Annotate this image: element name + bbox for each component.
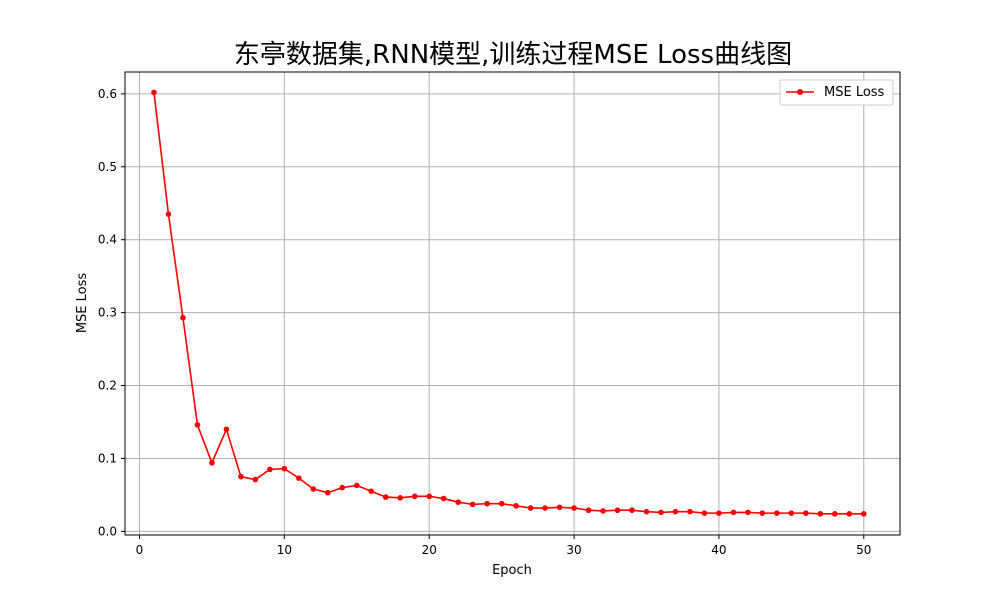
data-point (325, 489, 331, 496)
data-point (440, 495, 447, 502)
data-point (585, 507, 592, 514)
data-point (643, 508, 650, 515)
data-point (527, 505, 534, 511)
data-point (397, 495, 404, 501)
data-point (658, 509, 664, 516)
legend-label: MSE Loss (824, 85, 885, 100)
y-axis-label: MSE Loss (75, 273, 90, 334)
data-point (310, 486, 317, 492)
y-tick-label: 0.2 (98, 379, 117, 393)
ticks-layer: 0 10 20 30 40 50 0.0 0.1 0.2 0.3 0.4 0.5 0.6 (98, 87, 872, 557)
data-point (209, 460, 215, 466)
y-tick-label: 0.1 (98, 451, 117, 465)
data-point (629, 507, 635, 514)
data-point (701, 510, 708, 516)
data-point (513, 503, 519, 509)
data-point (382, 494, 389, 500)
y-tick-label: 0.6 (98, 87, 117, 101)
legend-box (779, 79, 894, 106)
series-layer (151, 89, 867, 517)
data-point (426, 493, 433, 500)
data-point (687, 508, 693, 515)
legend: MSE Loss (779, 79, 894, 106)
data-point (151, 89, 157, 96)
data-point (817, 511, 824, 517)
data-point (803, 510, 809, 516)
data-point (469, 501, 476, 508)
x-tick-label: 30 (566, 543, 581, 557)
data-point (252, 476, 259, 483)
data-point (556, 504, 563, 511)
y-tick-label: 0.5 (98, 160, 117, 174)
y-tick-label: 0.0 (98, 524, 117, 538)
grid-lines (125, 72, 900, 535)
data-point (296, 475, 302, 481)
data-point (672, 508, 679, 515)
data-point (745, 509, 751, 516)
data-point (281, 465, 288, 472)
legend-marker-sample (797, 89, 803, 95)
data-point (455, 499, 461, 505)
data-point (614, 507, 621, 514)
y-tick-label: 0.3 (98, 306, 117, 320)
data-point (353, 482, 360, 489)
data-point (165, 211, 172, 217)
data-point (832, 511, 838, 517)
y-tick-label: 0.4 (98, 233, 117, 247)
data-point (194, 422, 201, 428)
data-point (238, 473, 244, 480)
data-point (716, 510, 722, 516)
data-point (860, 511, 867, 517)
x-tick-label: 50 (856, 543, 871, 557)
data-point (759, 510, 766, 516)
data-point (368, 488, 375, 495)
data-point (730, 509, 737, 516)
data-point (223, 426, 230, 433)
data-point (571, 505, 577, 511)
x-tick-label: 10 (277, 543, 292, 557)
x-tick-label: 20 (422, 543, 437, 557)
plot-frame (124, 71, 901, 536)
series-line-mse-loss (153, 92, 864, 515)
data-point (788, 510, 795, 516)
data-point (498, 500, 505, 507)
data-point (846, 511, 853, 517)
x-tick-label: 0 (136, 543, 144, 557)
x-axis-label: Epoch (492, 563, 532, 578)
data-point (267, 466, 273, 473)
data-point (542, 505, 548, 511)
x-tick-label: 40 (711, 543, 726, 557)
data-point (484, 500, 490, 507)
chart-title: 东亭数据集,RNN模型,训练过程MSE Loss曲线图 (234, 40, 792, 70)
data-point (411, 493, 418, 500)
data-point (774, 510, 780, 516)
data-point (339, 484, 346, 491)
data-point (180, 314, 186, 321)
data-point (600, 508, 606, 514)
